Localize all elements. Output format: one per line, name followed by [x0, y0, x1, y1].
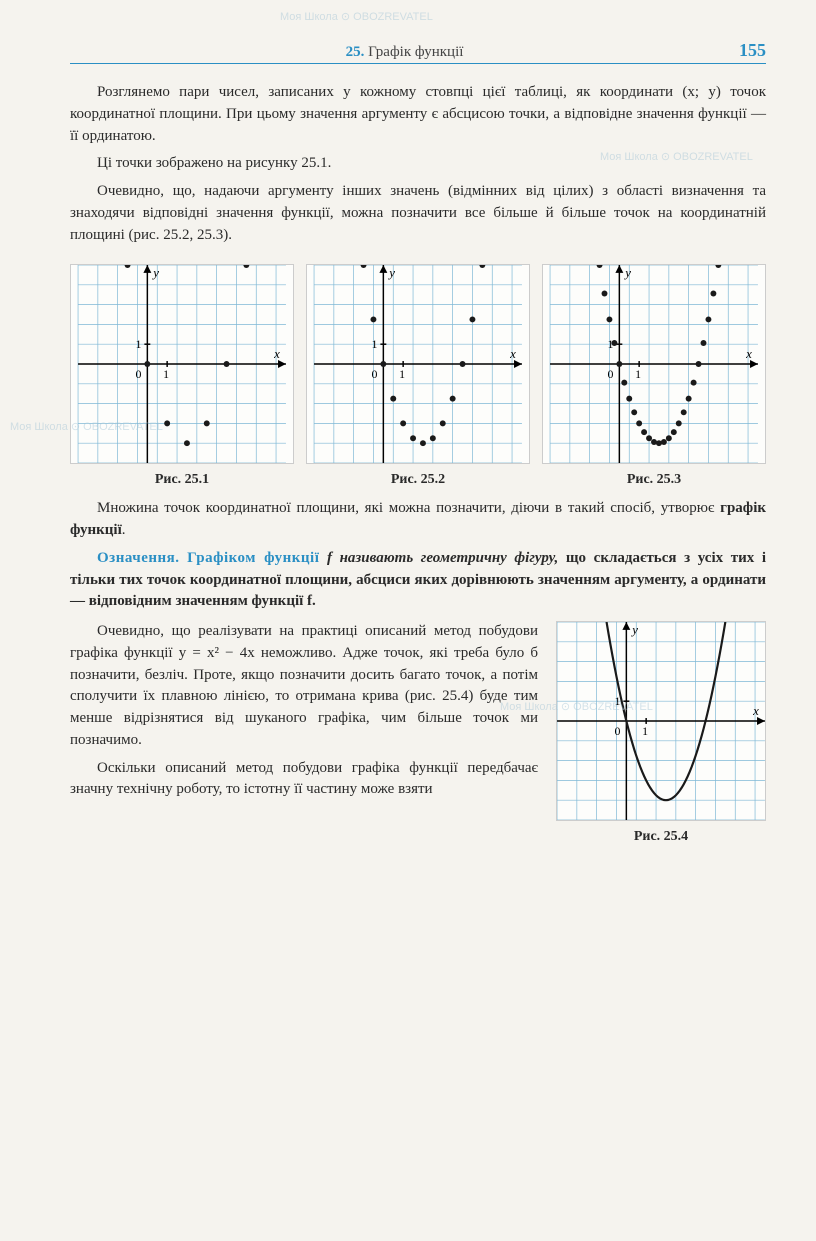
chart-box-3: xy011 Рис. 25.3 [542, 264, 766, 488]
chart-4: xy011 [556, 621, 766, 821]
caption-1: Рис. 25.1 [70, 472, 294, 488]
svg-text:y: y [151, 266, 159, 280]
caption-2: Рис. 25.2 [306, 472, 530, 488]
page-header: 25. Графік функції 155 [70, 40, 766, 64]
lower-text-column: Очевидно, що реалізувати на практиці опи… [70, 621, 538, 845]
definition-rest-a: f називають геометричну фігуру, [319, 550, 558, 566]
svg-text:y: y [623, 266, 631, 280]
svg-text:0: 0 [607, 367, 613, 381]
svg-text:1: 1 [635, 367, 641, 381]
svg-text:1: 1 [163, 367, 169, 381]
caption-4: Рис. 25.4 [556, 829, 766, 845]
svg-text:y: y [630, 623, 638, 637]
chapter-title-text: Графік функції [368, 44, 463, 60]
svg-text:1: 1 [371, 337, 377, 351]
caption-3: Рис. 25.3 [542, 472, 766, 488]
definition-lead: Означення. [97, 550, 180, 566]
chapter-number: 25. [346, 44, 365, 60]
definition-term: Графіком функції [187, 550, 319, 566]
svg-text:1: 1 [642, 724, 648, 738]
paragraph-2: Ці точки зображено на рисунку 25.1. [70, 153, 766, 175]
chart-2: x y 0 1 1 [306, 264, 530, 464]
lower-section: Очевидно, що реалізувати на практиці опи… [70, 621, 766, 845]
p4-lead: Множина точок координатної площини, які … [97, 500, 720, 516]
def-rest-a-text: f називають геометричну фігуру, [319, 550, 558, 566]
p4-tail: . [122, 522, 126, 538]
charts-row: x y 0 1 1 Рис. 25.1 x y 0 1 1 Рис. 25.2 x y 0 1 1 Ри… [70, 264, 766, 488]
svg-text:0: 0 [371, 367, 377, 381]
svg-text:x: x [509, 347, 516, 361]
svg-text:y: y [387, 266, 395, 280]
svg-text:x: x [745, 347, 752, 361]
svg-text:0: 0 [614, 724, 620, 738]
chapter-title: 25. Графік функції [70, 44, 739, 61]
svg-text:1: 1 [399, 367, 405, 381]
paragraph-6: Очевидно, що реалізувати на практиці опи… [70, 621, 538, 752]
page-number: 155 [739, 40, 766, 61]
side-chart-box: xy011 Рис. 25.4 [556, 621, 766, 845]
paragraph-3: Очевидно, що, надаючи аргументу інших зн… [70, 181, 766, 246]
definition-paragraph: Означення. Графіком функції f називають … [70, 548, 766, 613]
svg-text:0: 0 [135, 367, 141, 381]
chart-box-2: x y 0 1 1 Рис. 25.2 [306, 264, 530, 488]
svg-text:1: 1 [135, 337, 141, 351]
paragraph-4: Множина точок координатної площини, які … [70, 498, 766, 542]
svg-text:x: x [752, 704, 759, 718]
paragraph-1: Розглянемо пари чисел, записаних у кожно… [70, 82, 766, 147]
svg-text:x: x [273, 347, 280, 361]
chart-box-1: x y 0 1 1 Рис. 25.1 [70, 264, 294, 488]
chart-3: xy011 [542, 264, 766, 464]
paragraph-7: Оскільки описаний метод побудови графіка… [70, 758, 538, 802]
chart-1: x y 0 1 1 [70, 264, 294, 464]
watermark: Моя Школа ⊙ OBOZREVATEL [280, 10, 433, 23]
